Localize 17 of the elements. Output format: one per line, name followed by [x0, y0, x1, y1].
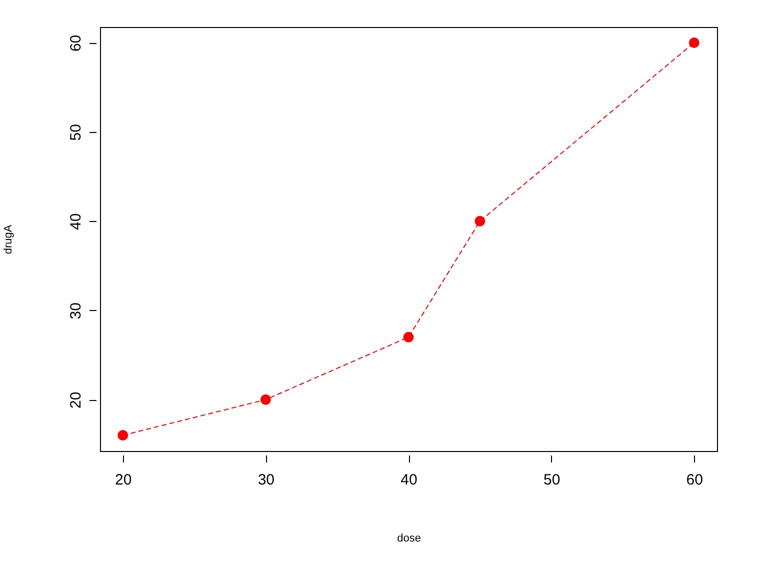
- x-tick-label: 50: [543, 472, 560, 488]
- x-tick-label: 40: [400, 472, 418, 488]
- y-tick-label: 30: [68, 302, 84, 320]
- point: [118, 430, 128, 441]
- point: [474, 216, 486, 226]
- y-axis-title: drugA: [2, 224, 14, 254]
- y-tick-label: 60: [68, 34, 84, 52]
- x-tick-label: 20: [115, 472, 132, 488]
- x-axis-title: dose: [397, 532, 421, 544]
- x-tick-label: 30: [258, 472, 275, 488]
- y-tick-label: 40: [68, 213, 84, 230]
- point: [260, 394, 271, 405]
- x-tick-label: 60: [686, 472, 703, 488]
- y-tick-label: 50: [68, 124, 84, 141]
- point: [403, 332, 414, 342]
- point: [688, 37, 700, 48]
- y-tick-label: 20: [68, 392, 84, 408]
